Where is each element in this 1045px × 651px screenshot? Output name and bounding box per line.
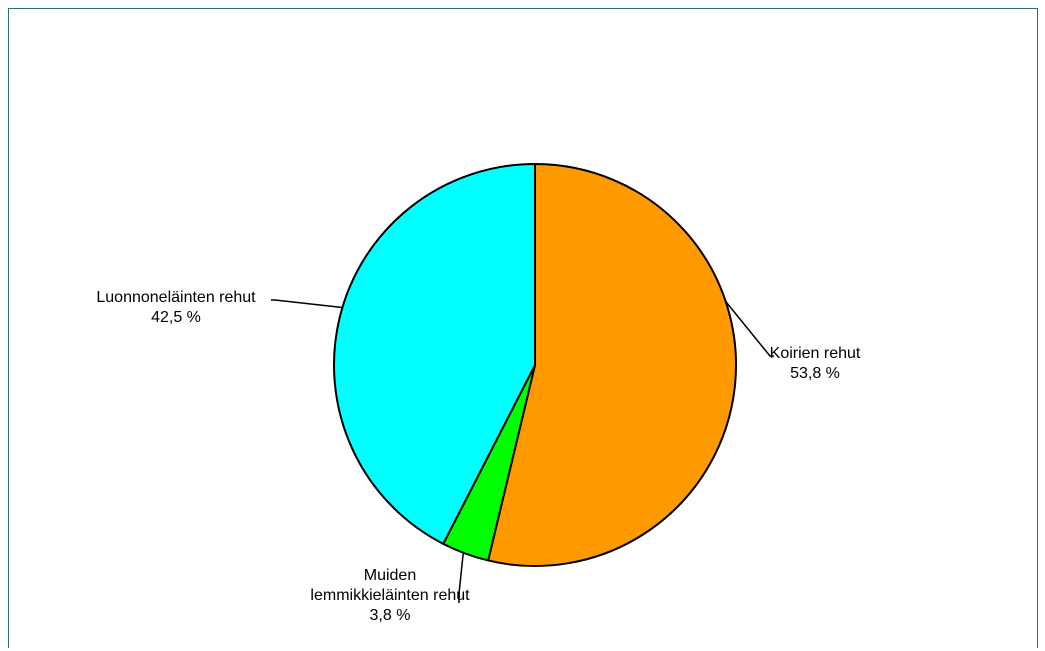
slice-value-label-3: 42,5 % xyxy=(151,309,201,326)
pie-slice-3 xyxy=(333,163,536,545)
slice-labels: Koirien rehut 53,8 % Muiden lemmikkieläinte… xyxy=(96,289,861,624)
slice-name-label-1: Koirien rehut xyxy=(770,345,861,362)
pie-slices xyxy=(333,163,738,567)
leader-line-1 xyxy=(725,301,774,357)
leader-line-2 xyxy=(458,553,464,604)
leader-line-3 xyxy=(271,299,343,309)
pie-slice-1 xyxy=(487,163,738,567)
leader-lines xyxy=(271,299,774,604)
slice-value-label-2: 3,8 % xyxy=(370,607,411,624)
slice-name-label-2: Muiden xyxy=(364,567,416,584)
slice-name-label-3: Luonnoneläinten rehut xyxy=(96,289,256,306)
slice-value-label-1: 53,8 % xyxy=(790,365,840,382)
slice-name-label-2: lemmikkieläinten rehut xyxy=(310,587,470,604)
